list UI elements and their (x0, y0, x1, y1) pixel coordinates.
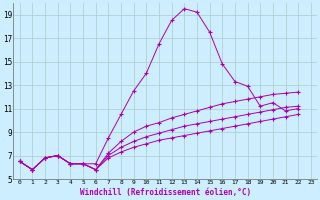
X-axis label: Windchill (Refroidissement éolien,°C): Windchill (Refroidissement éolien,°C) (80, 188, 251, 197)
